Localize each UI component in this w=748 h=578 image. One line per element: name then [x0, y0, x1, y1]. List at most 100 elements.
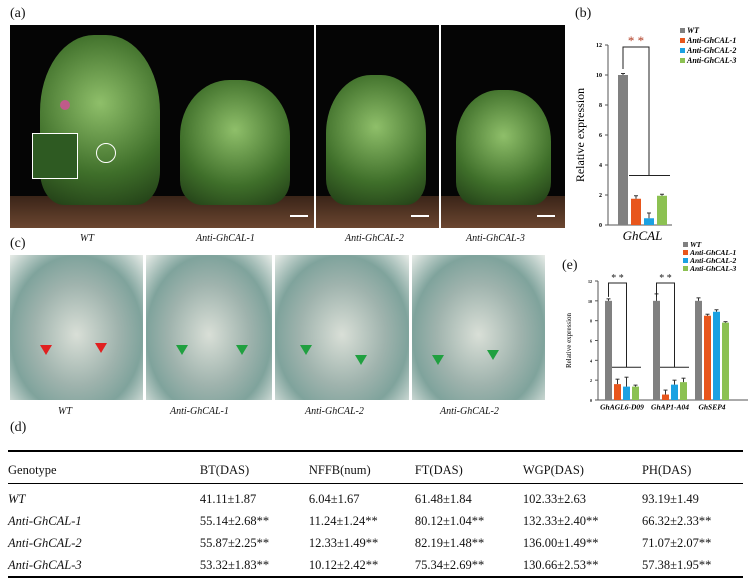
table-cell: 93.19±1.49: [641, 491, 699, 506]
bar-anti-ghcal-3: [680, 382, 687, 400]
table-cell: 66.32±2.33**: [641, 513, 712, 528]
table-cell: 11.24±1.24**: [308, 513, 378, 528]
legend-entry: Anti-GhCAL-2: [686, 46, 736, 55]
legend-swatch: [683, 250, 688, 255]
y-tick-label: 4: [599, 163, 602, 169]
table-row: Anti-GhCAL-2 55.87±2.25** 12.33±1.49** 82.1…: [8, 532, 743, 554]
section-label: Anti-GhCAL-1: [170, 406, 229, 417]
legend-swatch: [680, 28, 685, 33]
legend-swatch: [683, 258, 688, 263]
legend-swatch: [683, 266, 688, 271]
y-tick-label: 12: [596, 43, 602, 49]
category-label: GhAP1-A04: [651, 403, 689, 412]
section-label: WT: [58, 406, 72, 417]
table-cell: 6.04±1.67: [308, 491, 360, 506]
legend-swatch: [680, 38, 685, 43]
legend-entry: WT: [690, 240, 702, 249]
section-label: Anti-GhCAL-2: [440, 406, 499, 417]
y-tick-label: 4: [590, 358, 592, 363]
table-header: WGP(DAS): [522, 462, 584, 477]
table-cell: WT: [8, 491, 26, 506]
y-tick-label: 6: [590, 339, 592, 344]
table-cell: 10.12±2.42**: [308, 557, 379, 572]
table-row: Anti-GhCAL-3 53.32±1.83** 10.12±2.42** 75.3…: [8, 554, 743, 576]
photo-label: WT: [80, 233, 94, 244]
significance-stars: * *: [628, 33, 644, 48]
table-cell: 80.12±1.04**: [414, 513, 485, 528]
bar-anti-ghcal-2: [671, 384, 678, 400]
panel-label-d: (d): [10, 420, 27, 435]
significance-bracket: [656, 282, 675, 368]
table-header: NFFB(num): [308, 462, 371, 477]
legend-entry: Anti-GhCAL-2: [689, 256, 737, 265]
y-tick-label: 2: [590, 378, 592, 383]
category-label: GhAGL6-D09: [600, 403, 644, 412]
legend-entry: Anti-GhCAL-1: [686, 36, 736, 45]
bar-anti-ghcal-2: [623, 386, 630, 400]
y-tick-label: 0: [599, 223, 602, 229]
section-image: [146, 255, 272, 400]
table-cell: 132.33±2.40**: [522, 513, 599, 528]
table-header: FT(DAS): [414, 462, 463, 477]
table-cell: 41.11±1.87: [199, 491, 257, 506]
category-label: GhSEP4: [698, 403, 725, 412]
bar-wt: [695, 300, 702, 400]
legend-swatch: [680, 48, 685, 53]
bar-wt: [618, 75, 628, 225]
bar-anti-ghcal-3: [722, 322, 729, 400]
table-cell: 55.87±2.25**: [199, 535, 270, 550]
bar-wt: [653, 300, 660, 400]
panel-label-e: (e): [562, 258, 578, 273]
table-cell: 71.07±2.07**: [641, 535, 712, 550]
table-header: Genotype: [8, 462, 57, 477]
y-axis-label: Relative expression: [565, 312, 573, 368]
significance-stars: * *: [659, 273, 672, 284]
table-cell: 130.66±2.53**: [522, 557, 599, 572]
table-cell: 55.14±2.68**: [199, 513, 270, 528]
bar-anti-ghcal-1: [614, 384, 621, 400]
section-image: [412, 255, 545, 400]
category-label: GhCAL: [623, 228, 663, 243]
table-cell: Anti-GhCAL-3: [8, 557, 82, 572]
section-image: [10, 255, 143, 400]
table-header: PH(DAS): [641, 462, 692, 477]
panel-label-b: (b): [575, 6, 592, 21]
table-cell: 82.19±1.48**: [414, 535, 485, 550]
table-cell: Anti-GhCAL-1: [8, 513, 82, 528]
bar-wt: [605, 300, 612, 400]
y-tick-label: 10: [596, 73, 602, 79]
photo-label: Anti-GhCAL-1: [196, 233, 255, 244]
panel-label-a: (a): [10, 6, 26, 21]
plant-photo-line2: [316, 25, 439, 228]
legend-entry: Anti-GhCAL-3: [689, 264, 737, 273]
table-cell: 12.33±1.49**: [308, 535, 379, 550]
y-tick-label: 6: [599, 133, 602, 139]
photo-label: Anti-GhCAL-3: [466, 233, 525, 244]
table-header: BT(DAS): [199, 462, 250, 477]
bar-anti-ghcal-2: [644, 218, 654, 225]
legend-entry: Anti-GhCAL-1: [689, 248, 736, 257]
legend-entry: WT: [687, 26, 700, 35]
table-cell: 57.38±1.95**: [641, 557, 712, 572]
significance-bracket: [608, 282, 627, 368]
plant-photo-line3: [441, 25, 565, 228]
table-row: WT 41.11±1.87 6.04±1.67 61.48±1.84 102.33±2.…: [8, 484, 743, 511]
y-tick-label: 8: [590, 319, 592, 324]
legend-swatch: [680, 58, 685, 63]
table-cell: 75.34±2.69**: [414, 557, 485, 572]
trait-table: Genotype BT(DAS) NFFB(num) FT(DAS) WGP(DAS) P…: [8, 450, 743, 578]
bar-anti-ghcal-1: [662, 394, 669, 400]
legend-entry: Anti-GhCAL-3: [686, 56, 736, 65]
bar-anti-ghcal-3: [657, 195, 667, 225]
photo-label: Anti-GhCAL-2: [345, 233, 404, 244]
section-image: [275, 255, 409, 400]
bar-anti-ghcal-1: [631, 198, 641, 225]
table-cell: 136.00±1.49**: [522, 535, 599, 550]
table-cell: 102.33±2.63: [522, 491, 586, 506]
y-axis-label: Relative expression: [573, 88, 587, 182]
chart-e: 0 2 4 6 8 10 12 Relative expression GhAGL6-D09 Gh…: [565, 240, 748, 412]
y-tick-label: 10: [588, 299, 592, 304]
y-tick-label: 0: [590, 398, 592, 403]
table-row: Anti-GhCAL-1 55.14±2.68** 11.24±1.24** 80.1…: [8, 510, 743, 532]
